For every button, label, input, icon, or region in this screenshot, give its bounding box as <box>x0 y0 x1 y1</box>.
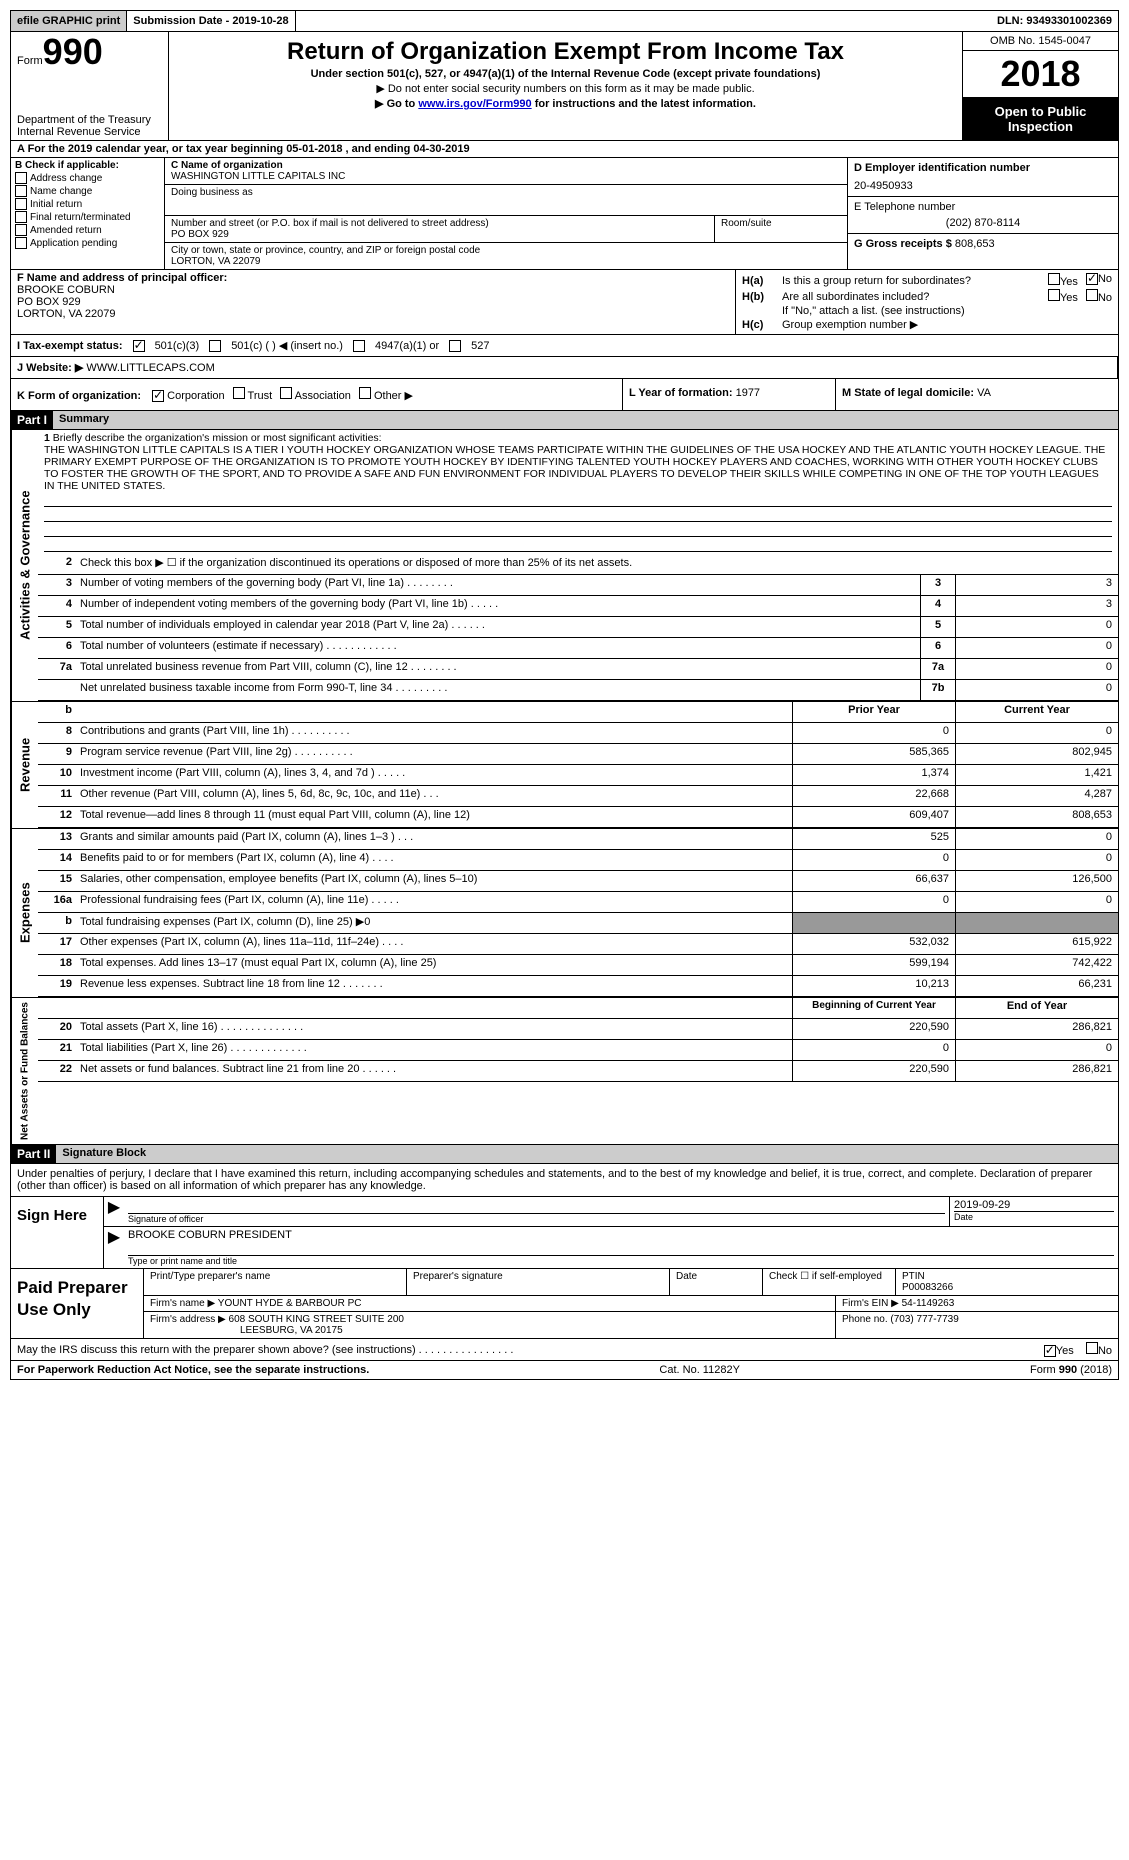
row-fh: F Name and address of principal officer:… <box>11 270 1118 335</box>
row-i: I Tax-exempt status: 501(c)(3) 501(c) ( … <box>11 335 1118 357</box>
ein: 20-4950933 <box>854 180 1112 192</box>
d-lbl: D Employer identification number <box>854 162 1112 174</box>
preparer-label: Paid Preparer Use Only <box>11 1269 143 1338</box>
ha-txt: Is this a group return for subordinates? <box>782 275 1048 287</box>
irs-link[interactable]: www.irs.gov/Form990 <box>418 98 531 110</box>
vtab-net-assets: Net Assets or Fund Balances <box>11 998 38 1144</box>
501c3-checkbox[interactable] <box>133 340 145 352</box>
efile-print: efile GRAPHIC print <box>11 11 127 31</box>
officer-name: BROOKE COBURN <box>17 284 729 296</box>
col-b: B Check if applicable: Address changeNam… <box>11 158 165 269</box>
501c-checkbox[interactable] <box>209 340 221 352</box>
website: WWW.LITTLECAPS.COM <box>86 362 214 374</box>
addr-lbl: Number and street (or P.O. box if mail i… <box>171 218 708 229</box>
header-center: Return of Organization Exempt From Incom… <box>169 32 962 140</box>
dln: DLN: 93493301002369 <box>991 11 1118 31</box>
officer-addr1: PO BOX 929 <box>17 296 729 308</box>
sign-here-label: Sign Here <box>11 1197 103 1268</box>
b-label: B Check if applicable: <box>15 160 160 171</box>
perjury-text: Under penalties of perjury, I declare th… <box>11 1164 1118 1196</box>
col-f: F Name and address of principal officer:… <box>11 270 736 334</box>
ha-no-checkbox[interactable] <box>1086 273 1098 285</box>
city-lbl: City or town, state or province, country… <box>171 245 841 256</box>
hb-note: If "No," attach a list. (see instruction… <box>782 305 1112 317</box>
col-de: D Employer identification number 20-4950… <box>847 158 1118 269</box>
form-prefix: Form <box>17 55 43 67</box>
hb-txt: Are all subordinates included? <box>782 291 1048 303</box>
b-checkbox[interactable] <box>15 224 27 236</box>
discuss-row: May the IRS discuss this return with the… <box>11 1339 1118 1360</box>
top-bar: efile GRAPHIC print Submission Date - 20… <box>11 11 1118 32</box>
b-checkbox[interactable] <box>15 185 27 197</box>
b-checkbox[interactable] <box>15 237 27 249</box>
row-j: J Website: ▶ WWW.LITTLECAPS.COM <box>11 357 1118 379</box>
e-lbl: E Telephone number <box>854 201 1112 213</box>
header: Form990 Department of the Treasury Inter… <box>11 32 1118 141</box>
org-name: WASHINGTON LITTLE CAPITALS INC <box>171 171 841 182</box>
hb-yes-checkbox[interactable] <box>1048 289 1060 301</box>
b-checkbox[interactable] <box>15 211 27 223</box>
part2-title: Signature Block <box>56 1145 1118 1163</box>
g-lbl: G Gross receipts $ <box>854 238 952 250</box>
k-checkbox[interactable] <box>233 387 245 399</box>
instructions-link-row: ▶ Go to www.irs.gov/Form990 for instruct… <box>173 97 958 110</box>
vtab-revenue: Revenue <box>11 702 38 828</box>
part1-num: Part I <box>11 411 53 429</box>
hb-no-checkbox[interactable] <box>1086 289 1098 301</box>
k-checkbox[interactable] <box>359 387 371 399</box>
mission-text: THE WASHINGTON LITTLE CAPITALS IS A TIER… <box>44 444 1105 492</box>
b-checkbox[interactable] <box>15 198 27 210</box>
form-number: 990 <box>43 31 103 72</box>
omb-number: OMB No. 1545-0047 <box>963 32 1118 51</box>
open-inspection: Open to Public Inspection <box>963 98 1118 140</box>
i-lbl: I Tax-exempt status: <box>17 340 123 352</box>
col-c: C Name of organization WASHINGTON LITTLE… <box>165 158 847 269</box>
addr: PO BOX 929 <box>171 229 708 240</box>
footer: For Paperwork Reduction Act Notice, see … <box>11 1360 1118 1379</box>
discuss-yes-checkbox[interactable] <box>1044 1345 1056 1357</box>
part1-title: Summary <box>53 411 1118 429</box>
sign-section: Sign Here ▶ Signature of officer 2019-09… <box>11 1196 1118 1269</box>
j-lbl: J Website: ▶ <box>17 362 83 374</box>
ssn-warning: ▶ Do not enter social security numbers o… <box>173 82 958 95</box>
c-name-lbl: C Name of organization <box>171 160 841 171</box>
officer-addr2: LORTON, VA 22079 <box>17 308 729 320</box>
part1-header: Part I Summary <box>11 411 1118 430</box>
subtitle: Under section 501(c), 527, or 4947(a)(1)… <box>173 68 958 80</box>
department: Department of the Treasury Internal Reve… <box>17 114 162 138</box>
header-left: Form990 Department of the Treasury Inter… <box>11 32 169 140</box>
section-a: A For the 2019 calendar year, or tax yea… <box>11 141 1118 158</box>
row-k: K Form of organization: Corporation Trus… <box>11 379 1118 411</box>
f-lbl: F Name and address of principal officer: <box>17 272 729 284</box>
ha-yes-checkbox[interactable] <box>1048 273 1060 285</box>
hb-lbl: H(b) <box>742 291 782 303</box>
city: LORTON, VA 22079 <box>171 256 841 267</box>
dba-lbl: Doing business as <box>171 187 841 198</box>
main-info-block: B Check if applicable: Address changeNam… <box>11 158 1118 270</box>
gross-receipts: 808,653 <box>955 238 995 250</box>
discuss-no-checkbox[interactable] <box>1086 1342 1098 1354</box>
preparer-section: Paid Preparer Use Only Print/Type prepar… <box>11 1269 1118 1339</box>
submission-date: Submission Date - 2019-10-28 <box>127 11 295 31</box>
b-checkbox[interactable] <box>15 172 27 184</box>
phone: (202) 870-8114 <box>854 217 1112 229</box>
form-990-page: efile GRAPHIC print Submission Date - 20… <box>10 10 1119 1380</box>
tax-year: 2018 <box>963 51 1118 98</box>
k-checkbox[interactable] <box>152 390 164 402</box>
4947-checkbox[interactable] <box>353 340 365 352</box>
header-right: OMB No. 1545-0047 2018 Open to Public In… <box>962 32 1118 140</box>
k-lbl: K Form of organization: <box>17 390 141 402</box>
vtab-expenses: Expenses <box>11 829 38 997</box>
vtab-governance: Activities & Governance <box>11 430 38 701</box>
col-h: H(a) Is this a group return for subordin… <box>736 270 1118 334</box>
527-checkbox[interactable] <box>449 340 461 352</box>
hc-lbl: H(c) <box>742 319 782 331</box>
k-checkbox[interactable] <box>280 387 292 399</box>
title: Return of Organization Exempt From Incom… <box>173 38 958 66</box>
hc-txt: Group exemption number ▶ <box>782 318 1112 331</box>
ha-lbl: H(a) <box>742 275 782 287</box>
part2-num: Part II <box>11 1145 56 1163</box>
room-lbl: Room/suite <box>715 216 847 242</box>
part2-header: Part II Signature Block <box>11 1145 1118 1164</box>
